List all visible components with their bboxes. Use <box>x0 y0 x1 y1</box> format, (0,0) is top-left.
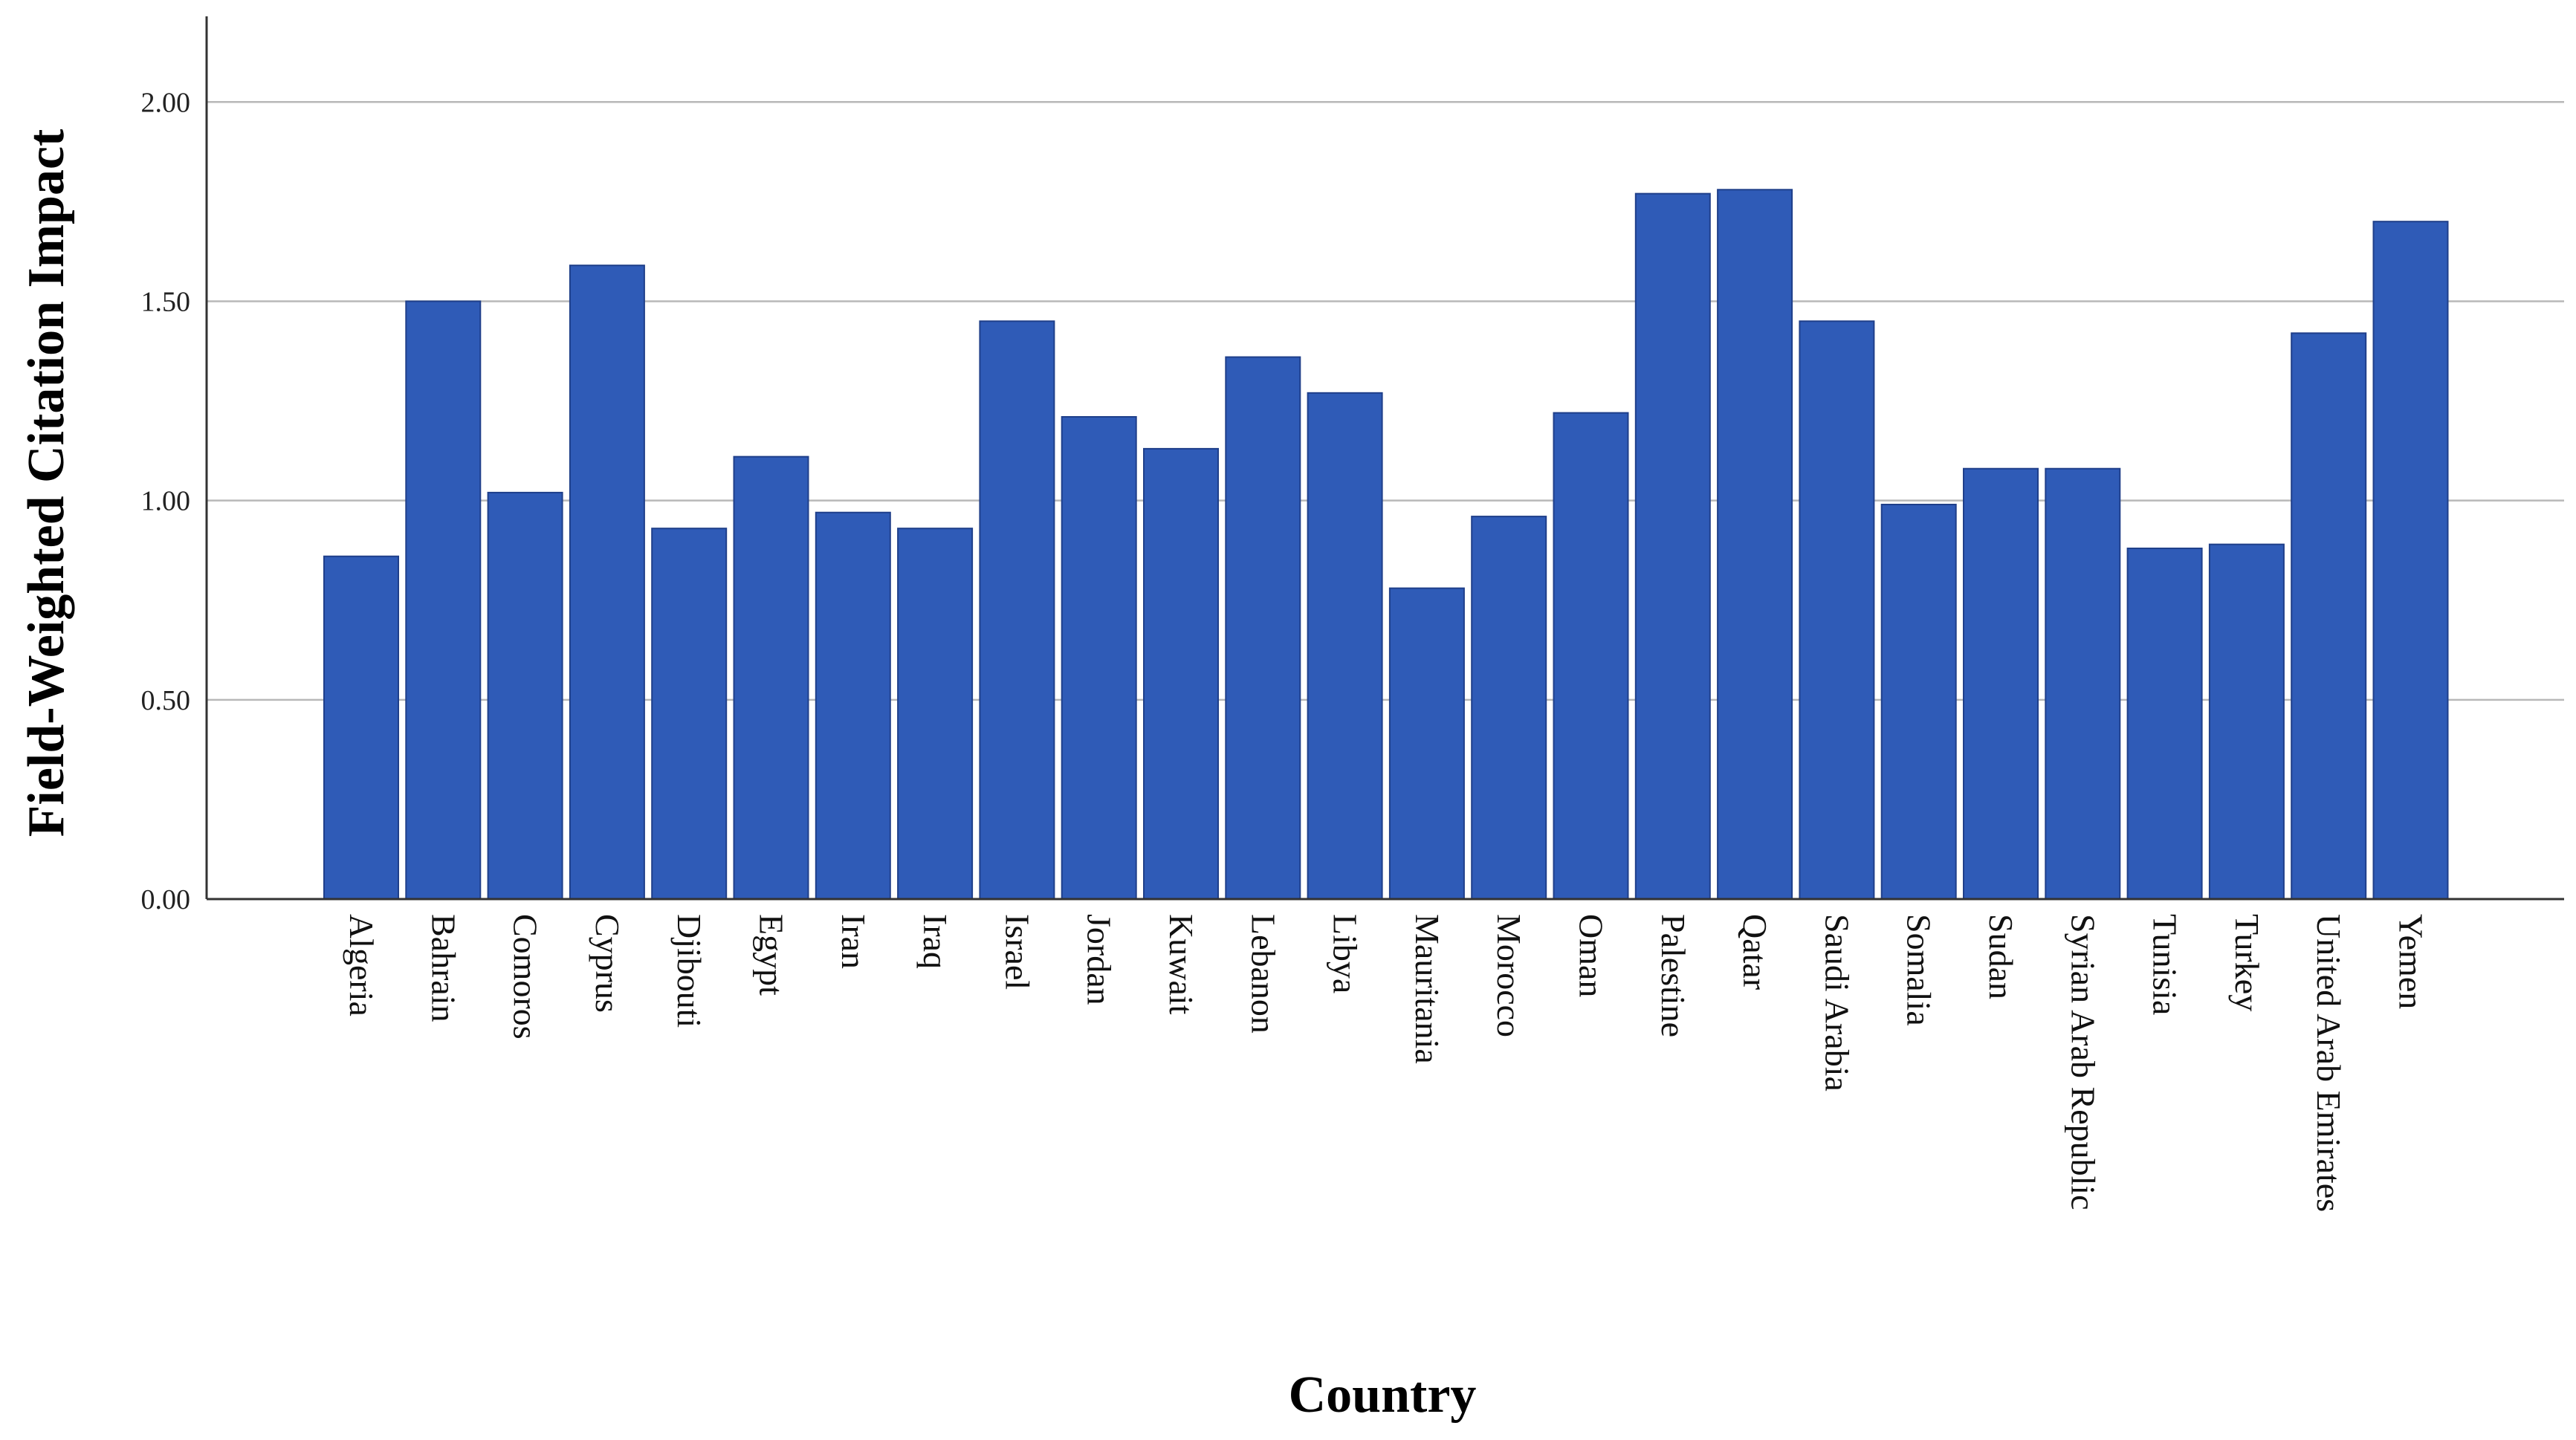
x-tick-label: Iran <box>835 914 873 969</box>
x-tick-label: Saudi Arabia <box>1818 914 1856 1092</box>
x-tick-label: Oman <box>1573 914 1611 997</box>
bars <box>324 189 2448 899</box>
bar-iran <box>816 513 890 899</box>
x-tick-label: Egypt <box>753 914 791 996</box>
bar-syrian-arab-republic <box>2045 469 2120 899</box>
x-tick-label: Kuwait <box>1162 914 1200 1015</box>
x-tick-label: Cyprus <box>589 914 627 1013</box>
x-tick-label: Qatar <box>1736 914 1774 990</box>
y-tick-label: 2.00 <box>141 87 191 118</box>
bar-yemen <box>2374 221 2448 899</box>
bar-djibouti <box>652 528 726 899</box>
x-tick-label: Palestine <box>1654 914 1692 1037</box>
x-tick-label: Turkey <box>2228 914 2266 1011</box>
bar-algeria <box>324 557 398 899</box>
bar-jordan <box>1062 417 1136 899</box>
bar-oman <box>1554 413 1628 899</box>
bar-saudi-arabia <box>1799 321 1874 899</box>
y-tick-labels: 0.00 0.50 1.00 1.50 2.00 <box>141 87 191 915</box>
bar-morocco <box>1472 516 1546 899</box>
x-tick-label: Iraq <box>916 914 954 969</box>
bar-tunisia <box>2128 548 2202 899</box>
x-tick-label: Jordan <box>1081 914 1119 1005</box>
bar-cyprus <box>570 265 644 899</box>
x-tick-label: Lebanon <box>1244 914 1282 1034</box>
y-tick-label: 1.50 <box>141 286 191 317</box>
x-tick-label: Yemen <box>2392 914 2430 1009</box>
bar-palestine <box>1636 194 1710 899</box>
bar-somalia <box>1882 505 1956 899</box>
x-tick-label: United Arab Emirates <box>2310 914 2348 1212</box>
bar-turkey <box>2210 545 2284 899</box>
bar-united-arab-emirates <box>2291 333 2366 899</box>
x-axis-title: Country <box>1289 1366 1477 1424</box>
x-tick-label: Comoros <box>507 914 545 1040</box>
bar-bahrain <box>406 301 480 899</box>
bar-qatar <box>1718 189 1792 899</box>
bar-libya <box>1308 393 1382 899</box>
x-tick-label: Somalia <box>1900 914 1938 1026</box>
x-tick-label: Mauritania <box>1408 914 1446 1064</box>
x-tick-label: Syrian Arab Republic <box>2064 914 2102 1210</box>
bar-iraq <box>898 528 972 899</box>
bar-comoros <box>488 493 563 899</box>
x-tick-label: Tunisia <box>2146 914 2184 1015</box>
x-tick-label: Sudan <box>1982 914 2020 999</box>
bar-lebanon <box>1226 357 1300 899</box>
bar-egypt <box>734 457 809 899</box>
bar-sudan <box>1964 469 2038 899</box>
x-tick-label: Bahrain <box>424 914 462 1022</box>
y-tick-label: 0.00 <box>141 884 191 915</box>
y-tick-label: 1.00 <box>141 486 191 517</box>
bar-kuwait <box>1144 449 1218 899</box>
bar-israel <box>980 321 1054 899</box>
x-tick-label: Djibouti <box>670 914 708 1028</box>
x-tick-label: Algeria <box>343 914 381 1016</box>
x-tick-label: Libya <box>1327 914 1365 993</box>
bar-mauritania <box>1390 588 1464 899</box>
y-tick-label: 0.50 <box>141 685 191 716</box>
x-tick-labels: Algeria Bahrain Comoros Cyprus Djibouti Egypt… <box>343 914 2430 1212</box>
y-axis-title: Field-Weighted Citation Impact <box>18 129 75 837</box>
x-tick-label: Israel <box>998 914 1036 990</box>
x-tick-label: Morocco <box>1490 914 1528 1037</box>
